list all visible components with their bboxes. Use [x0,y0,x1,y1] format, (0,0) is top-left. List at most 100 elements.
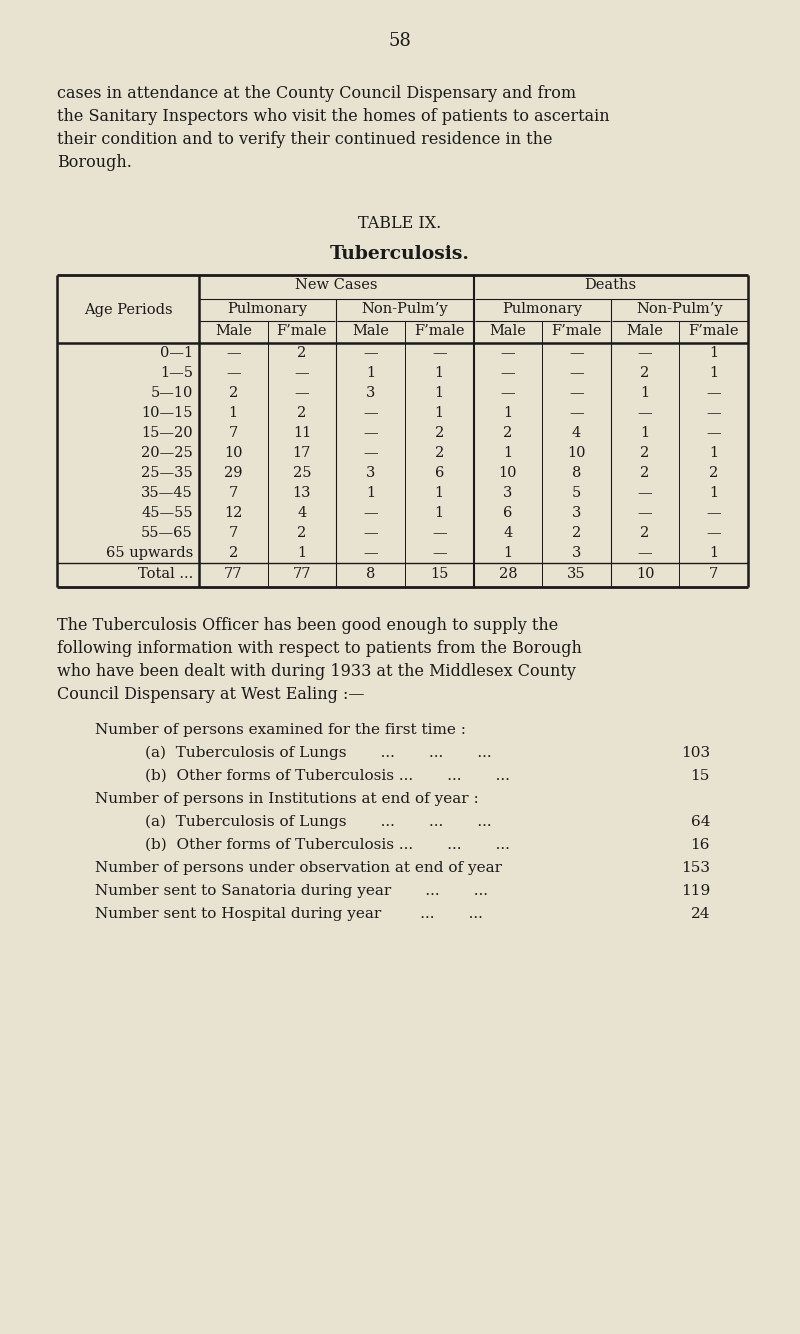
Text: 3: 3 [366,466,375,480]
Text: 1: 1 [503,546,512,560]
Text: —: — [363,506,378,520]
Text: —: — [706,426,721,440]
Text: 2: 2 [229,546,238,560]
Text: 16: 16 [690,838,710,852]
Text: —: — [363,446,378,460]
Text: —: — [638,546,652,560]
Text: 25: 25 [293,466,311,480]
Text: 1: 1 [434,386,444,400]
Text: F’male: F’male [414,324,465,338]
Text: 2: 2 [298,526,306,540]
Text: 2: 2 [298,406,306,420]
Text: —: — [363,526,378,540]
Text: —: — [638,346,652,360]
Text: 15—20: 15—20 [142,426,193,440]
Text: 2: 2 [298,346,306,360]
Text: 11: 11 [293,426,311,440]
Text: 1: 1 [709,486,718,500]
Text: 64: 64 [690,815,710,828]
Text: 2: 2 [434,446,444,460]
Text: 2: 2 [503,426,513,440]
Text: Deaths: Deaths [585,277,637,292]
Text: 28: 28 [498,567,517,582]
Text: —: — [569,386,584,400]
Text: —: — [569,406,584,420]
Text: 0—1: 0—1 [160,346,193,360]
Text: 2: 2 [641,526,650,540]
Text: Number of persons under observation at end of year: Number of persons under observation at e… [95,860,502,875]
Text: 1: 1 [709,446,718,460]
Text: —: — [569,346,584,360]
Text: 5: 5 [572,486,581,500]
Text: 45—55: 45—55 [142,506,193,520]
Text: 17: 17 [293,446,311,460]
Text: 13: 13 [293,486,311,500]
Text: 2: 2 [709,466,718,480]
Text: Tuberculosis.: Tuberculosis. [330,245,470,263]
Text: their condition and to verify their continued residence in the: their condition and to verify their cont… [57,131,553,148]
Text: Number of persons examined for the first time :: Number of persons examined for the first… [95,723,466,736]
Text: (a)  Tuberculosis of Lungs       ...       ...       ...: (a) Tuberculosis of Lungs ... ... ... [145,746,492,760]
Text: —: — [363,426,378,440]
Text: 6: 6 [434,466,444,480]
Text: F’male: F’male [689,324,739,338]
Text: 7: 7 [229,426,238,440]
Text: —: — [432,346,446,360]
Text: 3: 3 [503,486,513,500]
Text: 1: 1 [366,366,375,380]
Text: 2: 2 [572,526,581,540]
Text: —: — [432,526,446,540]
Text: —: — [363,406,378,420]
Text: 2: 2 [641,446,650,460]
Text: New Cases: New Cases [295,277,378,292]
Text: 77: 77 [224,567,242,582]
Text: 3: 3 [572,506,581,520]
Text: 55—65: 55—65 [142,526,193,540]
Text: 10: 10 [224,446,242,460]
Text: 1—5: 1—5 [160,366,193,380]
Text: —: — [569,366,584,380]
Text: 1: 1 [434,406,444,420]
Text: Borough.: Borough. [57,153,132,171]
Text: —: — [226,346,241,360]
Text: following information with respect to patients from the Borough: following information with respect to pa… [57,640,582,658]
Text: 5—10: 5—10 [150,386,193,400]
Text: 24: 24 [690,907,710,920]
Text: 1: 1 [366,486,375,500]
Text: 15: 15 [430,567,448,582]
Text: 6: 6 [503,506,513,520]
Text: TABLE IX.: TABLE IX. [358,215,442,232]
Text: Male: Male [352,324,389,338]
Text: 1: 1 [298,546,306,560]
Text: the Sanitary Inspectors who visit the homes of patients to ascertain: the Sanitary Inspectors who visit the ho… [57,108,610,125]
Text: Number sent to Sanatoria during year       ...       ...: Number sent to Sanatoria during year ...… [95,884,488,898]
Text: 1: 1 [434,366,444,380]
Text: F’male: F’male [277,324,327,338]
Text: The Tuberculosis Officer has been good enough to supply the: The Tuberculosis Officer has been good e… [57,618,558,634]
Text: F’male: F’male [551,324,602,338]
Text: Number sent to Hospital during year        ...       ...: Number sent to Hospital during year ... … [95,907,483,920]
Text: 2: 2 [641,366,650,380]
Text: 29: 29 [224,466,242,480]
Text: 3: 3 [572,546,581,560]
Text: 1: 1 [503,446,512,460]
Text: 35: 35 [567,567,586,582]
Text: 2: 2 [229,386,238,400]
Text: (b)  Other forms of Tuberculosis ...       ...       ...: (b) Other forms of Tuberculosis ... ... … [145,768,510,783]
Text: 1: 1 [709,366,718,380]
Text: 4: 4 [503,526,513,540]
Text: 7: 7 [229,486,238,500]
Text: —: — [294,386,310,400]
Text: 10: 10 [567,446,586,460]
Text: 1: 1 [229,406,238,420]
Text: 1: 1 [641,386,650,400]
Text: —: — [501,346,515,360]
Text: —: — [294,366,310,380]
Text: 15: 15 [690,768,710,783]
Text: 20—25: 20—25 [142,446,193,460]
Text: 1: 1 [503,406,512,420]
Text: (b)  Other forms of Tuberculosis ...       ...       ...: (b) Other forms of Tuberculosis ... ... … [145,838,510,852]
Text: 7: 7 [709,567,718,582]
Text: 35—45: 35—45 [142,486,193,500]
Text: Male: Male [626,324,663,338]
